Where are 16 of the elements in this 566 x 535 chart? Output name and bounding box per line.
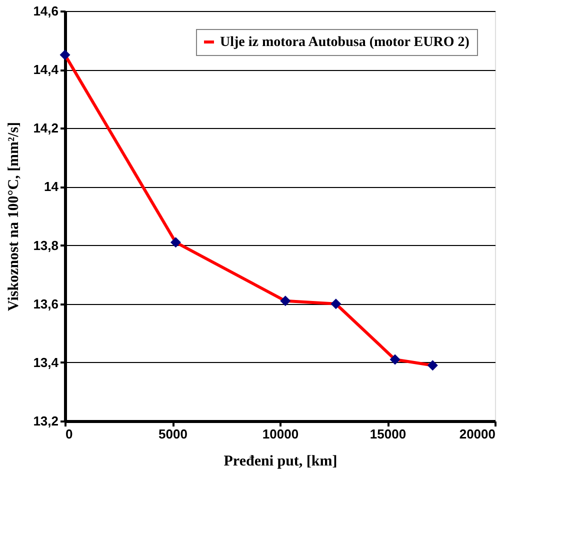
- y-tick-label: 14,4: [33, 62, 60, 78]
- y-tick-label: 13,2: [33, 414, 58, 428]
- x-tick-label: 20000: [459, 426, 496, 442]
- y-tick-label: 13,8: [33, 238, 58, 253]
- y-tick-label: 14,6: [33, 4, 58, 18]
- x-tick-label: 5000: [158, 426, 188, 442]
- x-tick-label: 10000: [262, 426, 299, 442]
- y-tick-label: 14: [44, 179, 60, 194]
- y-axis-title: Viskoznost na 100°C, [mm²/s]: [6, 122, 22, 312]
- x-axis-title: Pređeni put, [km]: [224, 454, 338, 470]
- x-tick-label: 15000: [370, 426, 406, 442]
- y-tick-label: 13,4: [33, 354, 60, 370]
- x-tick-label: 0: [66, 426, 73, 442]
- y-tick-label: 13,6: [33, 296, 58, 312]
- legend-label: Ulje iz motora Autobusa (motor EURO 2): [220, 35, 470, 50]
- y-tick-label: 14,2: [33, 120, 58, 136]
